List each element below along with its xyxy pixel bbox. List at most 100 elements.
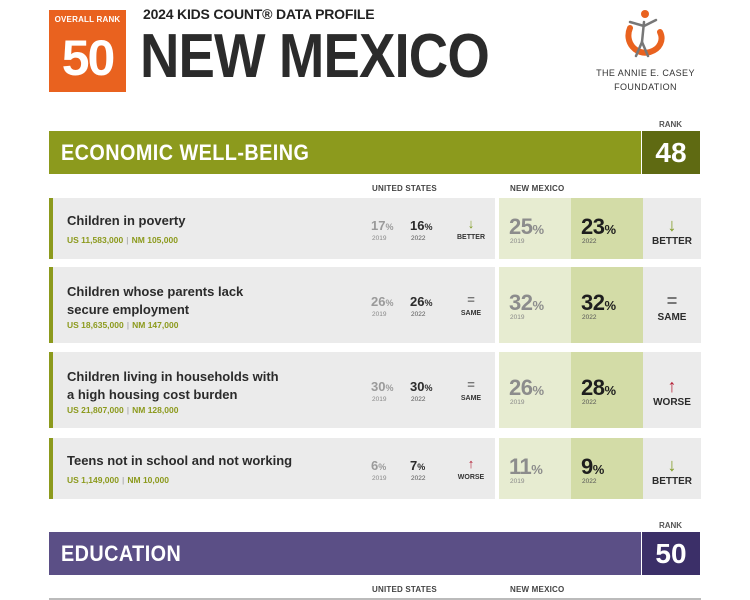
row-accent [49, 438, 53, 499]
nm-column-header: NEW MEXICO [510, 184, 565, 193]
us-2022-value: 7% [410, 458, 426, 473]
nm-2019-year: 2019 [510, 238, 525, 245]
indicator-label-cell: Children living in households with a hig… [53, 352, 361, 428]
us-count: US 1,149,000 [67, 475, 119, 485]
us-2022-value: 30% [410, 379, 433, 394]
nm-trend-label: WORSE [653, 397, 691, 408]
economic-section-header: ECONOMIC WELL-BEING [49, 131, 641, 174]
us-2022-year: 2022 [411, 235, 426, 242]
education-section-header: EDUCATION [49, 532, 641, 575]
us-trend-arrow-icon: ↑ [467, 456, 475, 471]
nm-2022-value: 28% [581, 375, 616, 400]
us-count: US 18,635,000 [67, 320, 124, 330]
nm-2019-value: 32% [509, 290, 544, 315]
economic-section-title: ECONOMIC WELL-BEING [61, 140, 310, 165]
nm-count: NM 105,000 [131, 235, 178, 245]
education-rank-label: RANK [658, 521, 683, 530]
education-divider [49, 598, 701, 600]
economic-rank-label: RANK [658, 120, 683, 129]
us-trend-label: SAME [460, 310, 482, 317]
nm-count: NM 10,000 [127, 475, 169, 485]
us-2019-year: 2019 [372, 311, 387, 318]
us-column-header: UNITED STATES [372, 184, 437, 193]
foundation-name-line2: FOUNDATION [614, 82, 677, 92]
nm-2022-value: 9% [581, 454, 604, 479]
us-trend-label: SAME [460, 395, 482, 402]
nm-trend-arrow-icon: ↓ [667, 215, 677, 235]
indicator-name-line1: Children living in households with [67, 369, 279, 384]
nm-2022-value: 32% [581, 290, 616, 315]
row-accent [49, 267, 53, 343]
nm-2019-year: 2019 [510, 314, 525, 321]
us-2022-year: 2022 [411, 311, 426, 318]
us-2019-year: 2019 [372, 396, 387, 403]
nm-2019-cell: 25% 2019 [499, 198, 571, 259]
education-section-title: EDUCATION [61, 541, 182, 566]
indicator-name: Children in poverty [67, 212, 185, 230]
indicator-label-cell: Teens not in school and not working US 1… [53, 438, 361, 499]
nm-2022-year: 2022 [582, 399, 597, 406]
overall-rank-label: OVERALL RANK [54, 15, 121, 24]
nm-trend-cell: = SAME [643, 267, 701, 343]
indicator-name-line1: Children whose parents lack [67, 284, 244, 299]
indicator-label-cell: Children in poverty US 11,583,000 | NM 105… [53, 198, 361, 259]
nm-count: NM 128,000 [132, 405, 179, 415]
us-trend-arrow-icon: ↓ [467, 216, 475, 231]
us-2022-year: 2022 [411, 396, 426, 403]
us-trend-arrow-icon: = [467, 377, 475, 392]
nm-2022-cell: 28% 2022 [571, 352, 643, 428]
nm-2019-cell: 11% 2019 [499, 438, 571, 499]
us-2019-year: 2019 [372, 475, 387, 482]
nm-count: NM 147,000 [132, 320, 179, 330]
nm-2022-cell: 9% 2022 [571, 438, 643, 499]
casey-foundation-logo-icon [625, 10, 665, 58]
us-2019-value: 17% [371, 218, 394, 233]
us-2019-value: 26% [371, 294, 394, 309]
education-nm-column-header: NEW MEXICO [510, 585, 565, 594]
indicator-name: Teens not in school and not working [67, 452, 292, 470]
indicator-name-line1: Children in poverty [67, 213, 186, 228]
state-name: NEW MEXICO [140, 22, 490, 91]
us-count: US 11,583,000 [67, 235, 124, 245]
indicator-name-line2: secure employment [67, 302, 190, 317]
nm-trend-cell: ↑ WORSE [643, 352, 701, 428]
nm-trend-cell: ↓ BETTER [643, 438, 701, 499]
row-accent [49, 352, 53, 428]
indicator-row: Teens not in school and not working US 1… [49, 438, 701, 499]
foundation-name-line1: THE ANNIE E. CASEY [596, 68, 695, 78]
us-values-cell: 30% 2019 30% 2022 = SAME [361, 352, 495, 428]
nm-2022-cell: 32% 2022 [571, 267, 643, 343]
us-values-cell: 6% 2019 7% 2022 ↑ WORSE [361, 438, 495, 499]
indicator-name: Children whose parents lack secure emplo… [67, 283, 243, 319]
nm-trend-label: BETTER [652, 236, 692, 247]
indicator-label-cell: Children whose parents lack secure emplo… [53, 267, 361, 343]
indicator-counts: US 21,807,000 | NM 128,000 [67, 405, 179, 415]
indicator-row: Children living in households with a hig… [49, 352, 701, 428]
nm-2019-value: 25% [509, 214, 544, 239]
indicator-name-line1: Teens not in school and not working [67, 453, 293, 468]
nm-2022-value: 23% [581, 214, 616, 239]
row-accent [49, 198, 53, 259]
overall-rank-value: 50 [61, 30, 116, 86]
indicator-counts: US 1,149,000 | NM 10,000 [67, 475, 169, 485]
nm-2019-value: 26% [509, 375, 544, 400]
nm-2019-year: 2019 [510, 478, 525, 485]
economic-rank-value: 48 [642, 131, 700, 174]
us-2019-year: 2019 [372, 235, 387, 242]
nm-2022-year: 2022 [582, 478, 597, 485]
profile-title: 2024 KIDS COUNT® DATA PROFILE [143, 6, 375, 22]
us-values-cell: 26% 2019 26% 2022 = SAME [361, 267, 495, 343]
nm-trend-arrow-icon: = [666, 291, 678, 311]
nm-2019-year: 2019 [510, 399, 525, 406]
nm-trend-label: BETTER [652, 476, 692, 487]
nm-2022-cell: 23% 2022 [571, 198, 643, 259]
nm-trend-arrow-icon: ↑ [667, 376, 677, 396]
nm-2019-cell: 26% 2019 [499, 352, 571, 428]
us-2022-value: 16% [410, 218, 433, 233]
nm-trend-arrow-icon: ↓ [667, 455, 677, 475]
us-trend-label: WORSE [457, 474, 485, 481]
us-values-cell: 17% 2019 16% 2022 ↓ BETTER [361, 198, 495, 259]
us-2022-value: 26% [410, 294, 433, 309]
indicator-counts: US 11,583,000 | NM 105,000 [67, 235, 178, 245]
us-2022-year: 2022 [411, 475, 426, 482]
